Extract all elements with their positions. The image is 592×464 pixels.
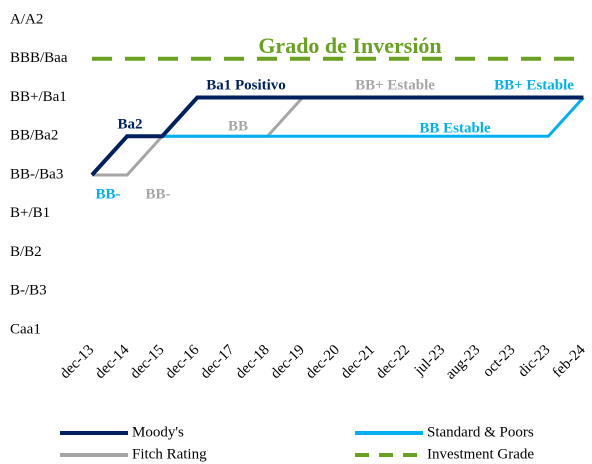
x-tick-label: jul-23 (411, 342, 448, 379)
x-tick-label: dec-21 (338, 342, 378, 382)
series-line (90, 95, 584, 177)
y-tick-label: BB+/Ba1 (10, 89, 67, 105)
x-tick-label: feb-24 (550, 342, 589, 381)
x-tick-label: oct-23 (480, 342, 518, 380)
annotation: BB+ Estable (494, 77, 574, 93)
legend-label: Moody's (132, 424, 184, 440)
annotation: BB Estable (419, 120, 491, 136)
y-tick-label: A/A2 (10, 11, 43, 27)
y-tick-label: Caa1 (10, 321, 41, 337)
series-line (90, 96, 585, 177)
x-tick-label: dec-18 (233, 342, 273, 382)
annotation: Ba2 (117, 116, 142, 132)
annotation: BB (228, 118, 248, 134)
x-tick-label: dec-13 (57, 342, 97, 382)
x-tick-label: dec-16 (162, 342, 203, 383)
y-tick-label: B/B2 (10, 244, 42, 260)
x-tick-label: dic-23 (515, 342, 553, 380)
x-tick-label: dec-19 (268, 342, 308, 382)
x-tick-label: dec-22 (373, 342, 413, 382)
y-tick-label: B+/B1 (10, 205, 50, 221)
x-tick-label: aug-23 (443, 342, 484, 383)
y-tick-label: BB-/Ba3 (10, 166, 63, 182)
legend-label: Investment Grade (427, 446, 534, 462)
x-tick-label: dec-20 (303, 342, 343, 382)
x-tick-label: dec-15 (127, 342, 167, 382)
legend-label: Standard & Poors (427, 424, 534, 440)
legend-label: Fitch Rating (132, 446, 207, 462)
annotation: Grado de Inversión (258, 33, 441, 58)
annotation: BB- (95, 186, 120, 202)
x-tick-label: dec-14 (92, 342, 133, 383)
y-tick-label: B-/B3 (10, 283, 47, 299)
y-tick-label: BBB/Baa (10, 50, 68, 66)
annotation: BB- (145, 186, 170, 202)
annotation: BB+ Estable (355, 77, 435, 93)
annotation: Ba1 Positivo (206, 77, 286, 93)
x-tick-label: dec-17 (197, 342, 238, 383)
y-tick-label: BB/Ba2 (10, 128, 58, 144)
